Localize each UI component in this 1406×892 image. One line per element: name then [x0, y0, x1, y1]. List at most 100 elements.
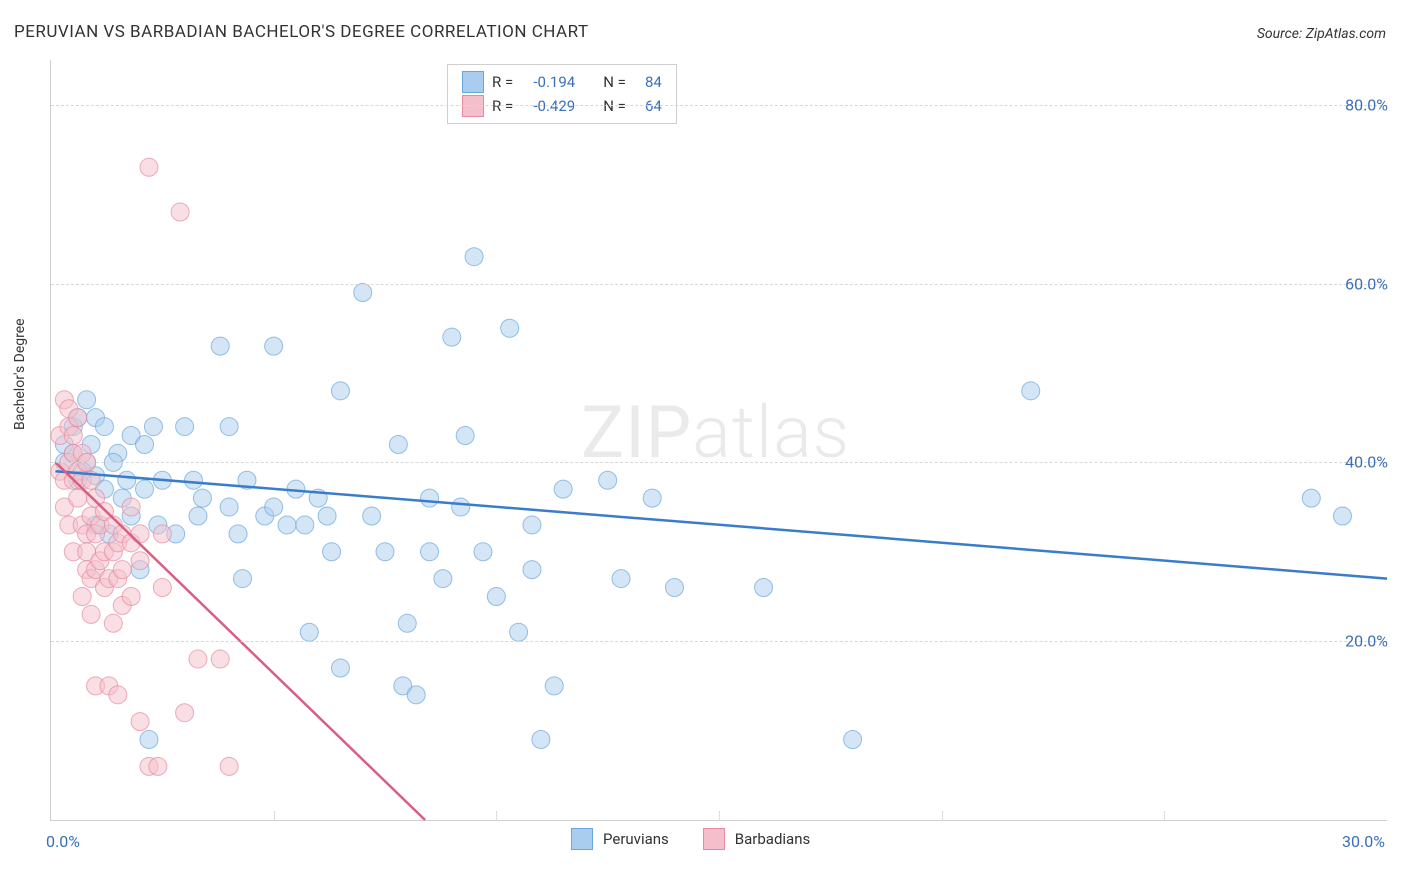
data-point: [233, 570, 251, 588]
data-point: [1333, 507, 1351, 525]
y-tick-label: 60.0%: [1345, 274, 1388, 293]
data-point: [73, 587, 91, 605]
data-point: [532, 731, 550, 749]
data-point: [78, 391, 96, 409]
data-point: [109, 686, 127, 704]
data-point: [1302, 489, 1320, 507]
data-point: [118, 471, 136, 489]
data-point: [131, 552, 149, 570]
y-tick-label: 40.0%: [1345, 453, 1388, 472]
data-point: [136, 435, 154, 453]
data-point: [331, 659, 349, 677]
legend-series-label: Peruvians: [603, 830, 669, 848]
source-value: ZipAtlas.com: [1306, 26, 1386, 42]
x-tick: [719, 811, 720, 821]
data-point: [510, 623, 528, 641]
data-point: [1022, 382, 1040, 400]
y-tick-label: 80.0%: [1345, 95, 1388, 114]
data-point: [220, 498, 238, 516]
data-point: [318, 507, 336, 525]
data-point: [554, 480, 572, 498]
y-axis-label: Bachelor's Degree: [12, 318, 28, 430]
legend-N-value: 64: [634, 97, 662, 115]
data-point: [122, 587, 140, 605]
legend-swatch: [703, 828, 725, 850]
data-point: [95, 418, 113, 436]
legend-swatch: [462, 71, 484, 93]
data-point: [465, 248, 483, 266]
legend-N-value: 84: [634, 73, 662, 91]
data-point: [300, 623, 318, 641]
data-point: [69, 409, 87, 427]
data-point: [69, 489, 87, 507]
data-point: [612, 570, 630, 588]
x-tick-label: 30.0%: [1342, 832, 1385, 851]
data-point: [296, 516, 314, 534]
legend-series-label: Barbadians: [735, 830, 810, 848]
data-point: [278, 516, 296, 534]
legend-swatch: [571, 828, 593, 850]
legend-row: R =-0.429N =64: [462, 95, 662, 117]
data-point: [545, 677, 563, 695]
data-point: [474, 543, 492, 561]
data-point: [665, 579, 683, 597]
data-point: [407, 686, 425, 704]
data-point: [104, 614, 122, 632]
legend-N-label: N =: [603, 73, 626, 91]
data-point: [211, 337, 229, 355]
data-point: [755, 579, 773, 597]
data-point: [189, 650, 207, 668]
data-point: [434, 570, 452, 588]
data-point: [220, 757, 238, 775]
data-point: [421, 543, 439, 561]
data-point: [189, 507, 207, 525]
data-point: [501, 319, 519, 337]
data-point: [354, 283, 372, 301]
data-point: [323, 543, 341, 561]
data-point: [176, 418, 194, 436]
trend-line: [55, 471, 1387, 578]
data-point: [193, 489, 211, 507]
legend-row: R = -0.194 N = 84: [462, 71, 662, 93]
x-tick-label: 0.0%: [46, 832, 80, 851]
correlation-legend: R =-0.194N =84R =-0.429N =64: [447, 64, 677, 124]
legend-N-label: N =: [603, 97, 626, 115]
data-point: [363, 507, 381, 525]
data-point: [64, 427, 82, 445]
legend-R-label: R =: [492, 73, 513, 91]
legend-swatch: [462, 95, 484, 117]
data-point: [144, 418, 162, 436]
data-point: [176, 704, 194, 722]
data-point: [452, 498, 470, 516]
data-point: [153, 579, 171, 597]
data-point: [131, 525, 149, 543]
data-point: [443, 328, 461, 346]
data-point: [122, 498, 140, 516]
chart-title: PERUVIAN VS BARBADIAN BACHELOR'S DEGREE …: [14, 22, 589, 42]
data-point: [220, 418, 238, 436]
data-point: [136, 480, 154, 498]
data-point: [398, 614, 416, 632]
data-point: [523, 561, 541, 579]
source-attribution: Source: ZipAtlas.com: [1257, 26, 1386, 42]
data-point: [82, 605, 100, 623]
data-point: [149, 757, 167, 775]
y-tick-label: 20.0%: [1345, 632, 1388, 651]
gridline: [51, 105, 1387, 106]
data-point: [140, 158, 158, 176]
data-point: [131, 713, 149, 731]
legend-R-value: -0.194: [521, 73, 575, 91]
data-point: [265, 498, 283, 516]
x-tick: [1164, 811, 1165, 821]
data-point: [487, 587, 505, 605]
gridline: [51, 284, 1387, 285]
data-point: [389, 435, 407, 453]
data-point: [421, 489, 439, 507]
data-point: [376, 543, 394, 561]
data-point: [211, 650, 229, 668]
chart-svg: [51, 60, 1387, 820]
gridline: [51, 641, 1387, 642]
legend-R-label: R =: [492, 97, 513, 115]
data-point: [185, 471, 203, 489]
data-point: [456, 427, 474, 445]
